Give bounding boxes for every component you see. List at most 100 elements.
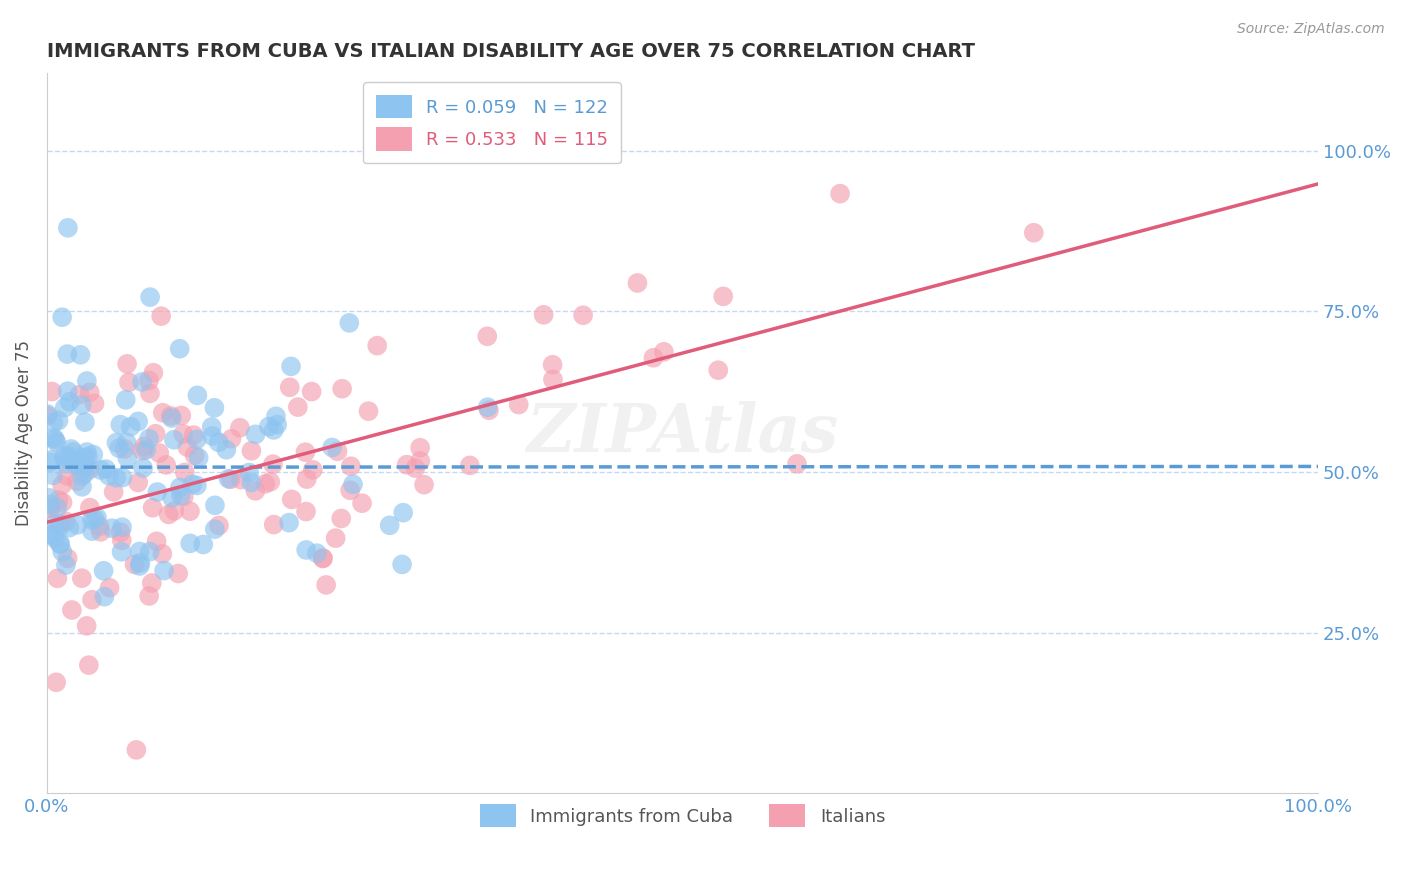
Immigrants from Cuba <box>139 544 162 558</box>
Italians <box>245 483 267 498</box>
Immigrants from Cuba <box>51 545 73 559</box>
Italians <box>259 475 281 489</box>
Immigrants from Cuba <box>342 477 364 491</box>
Italians <box>118 376 141 390</box>
Italians <box>626 276 648 290</box>
Italians <box>114 442 136 456</box>
Italians <box>786 457 808 471</box>
Italians <box>79 500 101 515</box>
Italians <box>69 387 91 401</box>
Italians <box>183 428 205 442</box>
Immigrants from Cuba <box>58 449 80 463</box>
Italians <box>1022 226 1045 240</box>
Immigrants from Cuba <box>93 590 115 604</box>
Italians <box>155 458 177 472</box>
Italians <box>295 472 318 486</box>
Italians <box>51 495 73 509</box>
Immigrants from Cuba <box>337 316 360 330</box>
Immigrants from Cuba <box>46 500 69 515</box>
Italians <box>37 409 59 423</box>
Immigrants from Cuba <box>49 537 72 551</box>
Immigrants from Cuba <box>39 528 62 542</box>
Immigrants from Cuba <box>115 435 138 450</box>
Italians <box>132 439 155 453</box>
Immigrants from Cuba <box>138 432 160 446</box>
Immigrants from Cuba <box>51 310 73 325</box>
Text: IMMIGRANTS FROM CUBA VS ITALIAN DISABILITY AGE OVER 75 CORRELATION CHART: IMMIGRANTS FROM CUBA VS ITALIAN DISABILI… <box>46 42 974 61</box>
Immigrants from Cuba <box>56 347 79 361</box>
Italians <box>240 443 263 458</box>
Immigrants from Cuba <box>105 435 128 450</box>
Italians <box>301 463 323 477</box>
Italians <box>139 386 162 401</box>
Immigrants from Cuba <box>39 455 62 469</box>
Immigrants from Cuba <box>163 433 186 447</box>
Italians <box>76 619 98 633</box>
Italians <box>103 484 125 499</box>
Italians <box>541 358 564 372</box>
Italians <box>294 445 316 459</box>
Immigrants from Cuba <box>111 470 134 484</box>
Immigrants from Cuba <box>73 461 96 475</box>
Italians <box>221 432 243 446</box>
Italians <box>79 385 101 400</box>
Immigrants from Cuba <box>70 469 93 483</box>
Italians <box>330 511 353 525</box>
Immigrants from Cuba <box>82 448 104 462</box>
Immigrants from Cuba <box>110 417 132 432</box>
Immigrants from Cuba <box>111 520 134 534</box>
Immigrants from Cuba <box>38 491 60 505</box>
Italians <box>458 458 481 473</box>
Italians <box>83 396 105 410</box>
Immigrants from Cuba <box>94 462 117 476</box>
Immigrants from Cuba <box>58 521 80 535</box>
Immigrants from Cuba <box>204 522 226 536</box>
Italians <box>173 490 195 504</box>
Immigrants from Cuba <box>41 527 63 541</box>
Italians <box>278 380 301 394</box>
Italians <box>142 500 165 515</box>
Immigrants from Cuba <box>201 429 224 443</box>
Immigrants from Cuba <box>169 480 191 494</box>
Italians <box>39 501 62 516</box>
Immigrants from Cuba <box>127 414 149 428</box>
Italians <box>77 658 100 673</box>
Italians <box>366 338 388 352</box>
Immigrants from Cuba <box>321 441 343 455</box>
Immigrants from Cuba <box>70 480 93 494</box>
Italians <box>41 384 63 399</box>
Immigrants from Cuba <box>41 452 63 467</box>
Italians <box>828 186 851 201</box>
Immigrants from Cuba <box>186 388 208 402</box>
Italians <box>287 400 309 414</box>
Immigrants from Cuba <box>93 564 115 578</box>
Immigrants from Cuba <box>264 409 287 424</box>
Italians <box>66 475 89 489</box>
Immigrants from Cuba <box>193 537 215 551</box>
Immigrants from Cuba <box>204 499 226 513</box>
Italians <box>208 518 231 533</box>
Legend: Immigrants from Cuba, Italians: Immigrants from Cuba, Italians <box>472 797 893 835</box>
Italians <box>263 517 285 532</box>
Immigrants from Cuba <box>128 559 150 574</box>
Immigrants from Cuba <box>153 564 176 578</box>
Immigrants from Cuba <box>56 220 79 235</box>
Italians <box>173 466 195 480</box>
Immigrants from Cuba <box>240 475 263 490</box>
Immigrants from Cuba <box>73 415 96 429</box>
Italians <box>79 462 101 476</box>
Immigrants from Cuba <box>201 420 224 434</box>
Italians <box>404 461 426 475</box>
Italians <box>262 457 284 471</box>
Immigrants from Cuba <box>69 348 91 362</box>
Immigrants from Cuba <box>186 478 208 492</box>
Immigrants from Cuba <box>44 531 66 545</box>
Immigrants from Cuba <box>146 485 169 500</box>
Immigrants from Cuba <box>90 463 112 477</box>
Italians <box>145 534 167 549</box>
Immigrants from Cuba <box>101 521 124 535</box>
Immigrants from Cuba <box>108 441 131 455</box>
Immigrants from Cuba <box>114 392 136 407</box>
Immigrants from Cuba <box>120 419 142 434</box>
Italians <box>572 308 595 322</box>
